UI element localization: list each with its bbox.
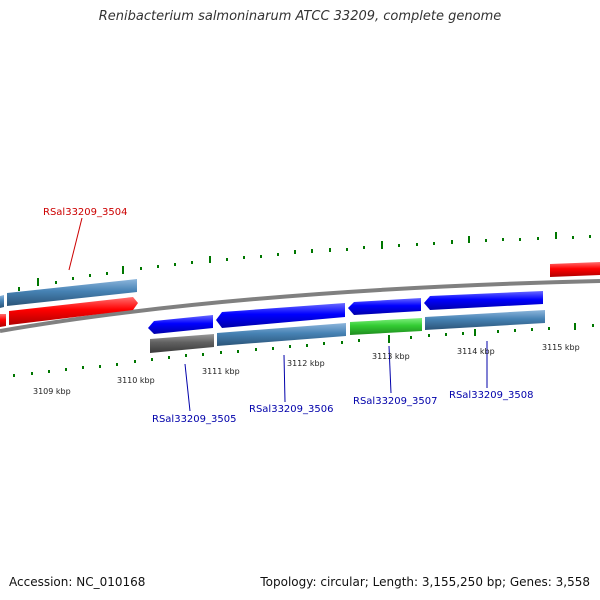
scale-label: 3113 kbp xyxy=(372,352,410,361)
leader-line-3507 xyxy=(388,345,392,394)
gc-skew-lower xyxy=(13,323,594,377)
scale-label: 3112 kbp xyxy=(287,359,325,368)
red-cds-left[interactable] xyxy=(0,297,138,327)
accession-text: Accession: NC_010168 xyxy=(9,575,146,589)
genome-summary-text: Topology: circular; Length: 3,155,250 bp… xyxy=(260,575,590,589)
gene-label-3508[interactable]: RSal33209_3508 xyxy=(449,390,533,401)
red-cds-right[interactable] xyxy=(550,262,600,277)
gene-label-3504[interactable]: RSal33209_3504 xyxy=(43,207,127,218)
scale-label: 3115 kbp xyxy=(542,343,580,352)
genome-backbone xyxy=(0,279,600,333)
leader-line-3506 xyxy=(283,354,286,403)
scale-label: 3109 kbp xyxy=(33,387,71,396)
gene-track-lower xyxy=(150,310,545,353)
scale-label: 3111 kbp xyxy=(202,367,240,376)
gene-track-upper-left xyxy=(0,279,137,308)
leader-line-3505 xyxy=(184,363,191,412)
map-title: Renibacterium salmoninarum ATCC 33209, c… xyxy=(98,9,502,24)
leader-line-3504 xyxy=(68,217,83,271)
gene-label-3507[interactable]: RSal33209_3507 xyxy=(353,396,437,407)
gc-skew-upper xyxy=(18,232,591,291)
scale-label: 3114 kbp xyxy=(457,347,495,356)
gene-label-3505[interactable]: RSal33209_3505 xyxy=(152,414,236,425)
scale-label: 3110 kbp xyxy=(117,376,155,385)
blue-cds-row[interactable] xyxy=(148,291,543,334)
gene-label-3506[interactable]: RSal33209_3506 xyxy=(249,404,333,415)
